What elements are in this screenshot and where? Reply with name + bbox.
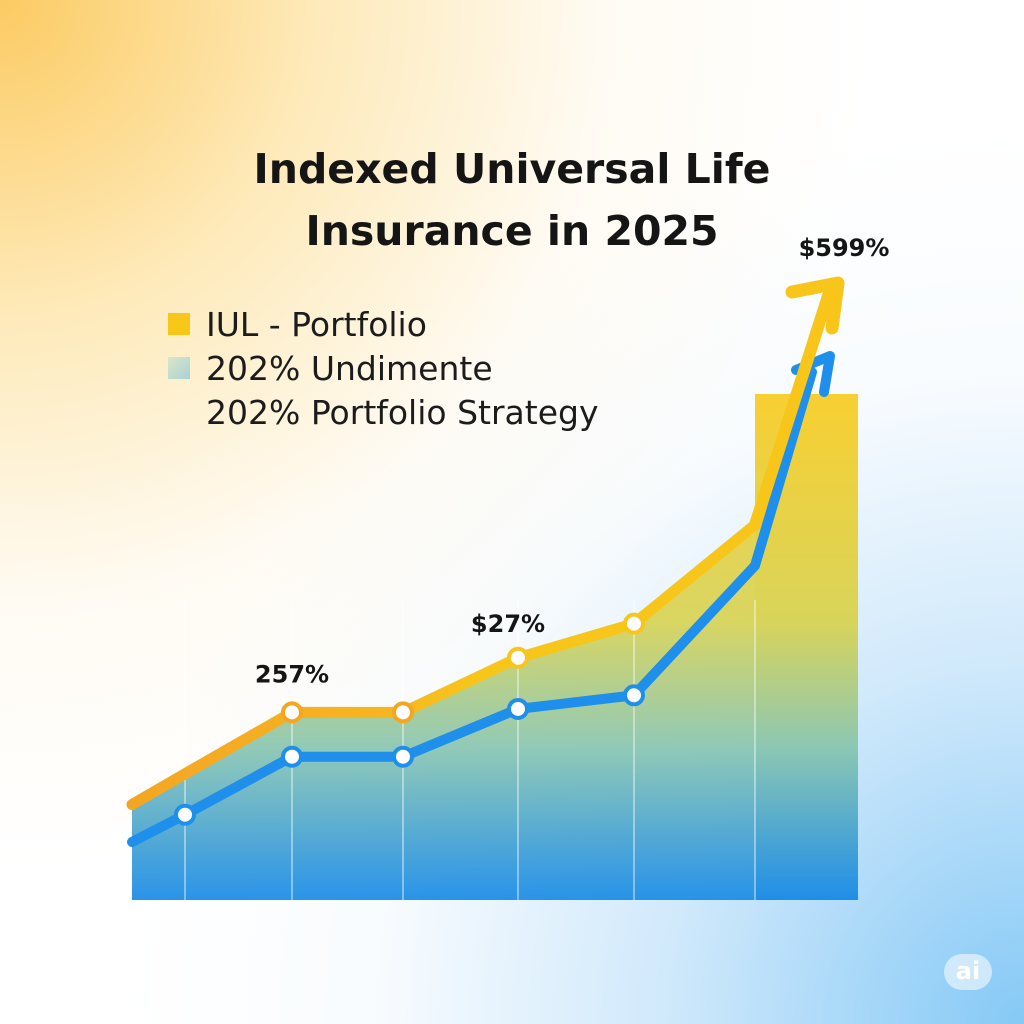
data-point-blue [174, 803, 196, 826]
legend-label: IUL - Portfolio [206, 304, 427, 344]
data-label: $599% [799, 234, 890, 262]
legend: IUL - Portfolio 202% Undimente 202% Port… [168, 302, 598, 434]
data-point-yellow [623, 612, 645, 635]
series-line-yellow-arrowhead [785, 276, 845, 335]
data-point-yellow [507, 646, 529, 669]
legend-swatch-gradient [168, 357, 190, 379]
legend-item-portfolio-strategy: 202% Portfolio Strategy [168, 390, 598, 434]
data-point-blue [392, 745, 414, 768]
watermark-badge: ai [944, 954, 992, 990]
series-line-yellow-arrow-shaft [749, 290, 834, 531]
series-line-blue-arrow-shaft [750, 367, 817, 571]
legend-label: 202% Undimente [206, 348, 493, 388]
legend-swatch-yellow [168, 313, 190, 335]
legend-label: 202% Portfolio Strategy [206, 392, 599, 432]
data-point-blue [507, 697, 529, 720]
data-point-blue [281, 745, 303, 768]
legend-item-undimente: 202% Undimente [168, 346, 598, 390]
data-point-yellow [392, 701, 414, 724]
data-label: 257% [255, 660, 329, 688]
data-point-blue [623, 684, 645, 707]
chart-title-line-2: Insurance in 2025 [305, 207, 719, 255]
chart-title: Indexed Universal Life Insurance in 2025 [0, 138, 1024, 262]
data-point-yellow [281, 701, 303, 724]
data-label: $27% [471, 610, 545, 638]
legend-item-iul-portfolio: IUL - Portfolio [168, 302, 598, 346]
chart-area-fill [132, 394, 858, 900]
chart-title-line-1: Indexed Universal Life [253, 145, 771, 193]
